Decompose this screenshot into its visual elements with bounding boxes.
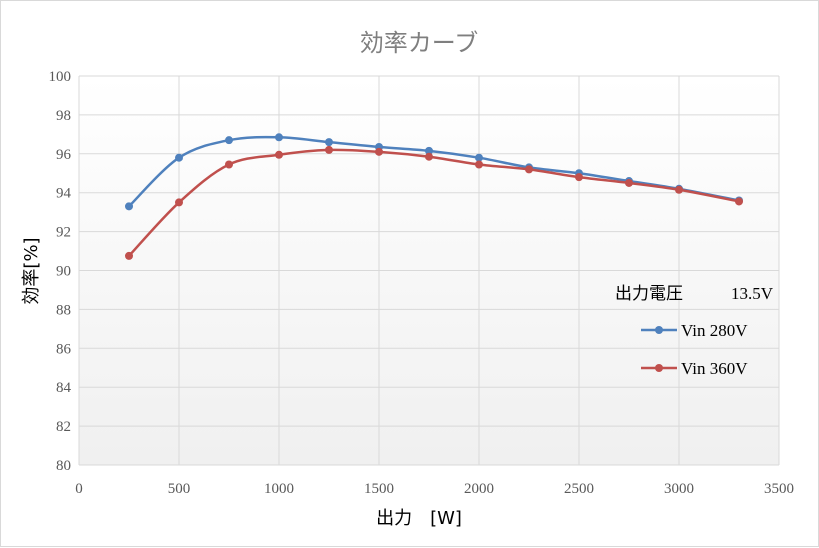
legend-item: Vin 280V xyxy=(641,321,748,340)
annotation-value: 13.5V xyxy=(731,284,774,303)
data-point xyxy=(425,152,433,161)
data-point xyxy=(375,147,383,156)
data-point xyxy=(325,138,333,147)
x-tick-label: 3500 xyxy=(764,481,794,497)
legend-item: Vin 360V xyxy=(641,359,748,378)
y-tick-label: 88 xyxy=(56,302,71,318)
y-tick-label: 82 xyxy=(56,419,71,435)
legend-label: Vin 280V xyxy=(681,321,748,340)
data-point xyxy=(425,146,433,155)
x-tick-label: 3000 xyxy=(664,481,694,497)
y-tick-label: 100 xyxy=(49,69,72,85)
x-tick-label: 1000 xyxy=(264,481,294,497)
y-axis-label: 効率[%] xyxy=(21,237,42,304)
legend-label: Vin 360V xyxy=(681,359,748,378)
y-tick-label: 80 xyxy=(56,458,71,474)
y-tick-label: 86 xyxy=(56,341,72,357)
legend: Vin 280V Vin 360V xyxy=(641,321,748,378)
data-point xyxy=(475,153,483,162)
data-point xyxy=(225,136,233,145)
chart-title: 効率カーブ xyxy=(360,29,479,57)
series-1 xyxy=(125,145,743,260)
data-point xyxy=(275,150,283,159)
y-tick-label: 84 xyxy=(56,380,72,396)
data-point xyxy=(735,197,743,206)
data-point xyxy=(675,185,683,194)
data-point xyxy=(475,160,483,169)
gridlines xyxy=(78,75,780,466)
legend-swatch-marker xyxy=(655,364,663,372)
x-tick-label: 2000 xyxy=(464,481,494,497)
annotation: 出力電圧 13.5V xyxy=(615,284,774,304)
annotation-label: 出力電圧 xyxy=(615,284,683,304)
x-axis-label: 出力 [W] xyxy=(376,508,462,529)
y-tick-labels: 80 82 84 86 88 90 92 94 96 98 100 xyxy=(49,69,72,474)
y-tick-label: 98 xyxy=(56,108,71,124)
y-tick-label: 92 xyxy=(56,225,71,241)
y-tick-label: 96 xyxy=(56,147,72,163)
x-tick-labels: 0 500 1000 1500 2000 2500 3000 3500 xyxy=(75,481,794,497)
data-point xyxy=(125,202,133,211)
data-point xyxy=(175,198,183,207)
data-point xyxy=(125,251,133,260)
legend-swatch-marker xyxy=(655,326,663,334)
data-point xyxy=(625,178,633,187)
x-tick-label: 0 xyxy=(75,481,83,497)
x-tick-label: 500 xyxy=(168,481,191,497)
x-tick-label: 2500 xyxy=(564,481,594,497)
y-tick-label: 94 xyxy=(56,186,72,202)
y-tick-label: 90 xyxy=(56,264,71,280)
data-point xyxy=(175,153,183,162)
data-point xyxy=(275,133,283,142)
data-point xyxy=(325,145,333,154)
data-point xyxy=(225,160,233,169)
series-group xyxy=(125,133,743,260)
data-point xyxy=(525,165,533,174)
data-point xyxy=(575,173,583,182)
x-tick-label: 1500 xyxy=(364,481,394,497)
